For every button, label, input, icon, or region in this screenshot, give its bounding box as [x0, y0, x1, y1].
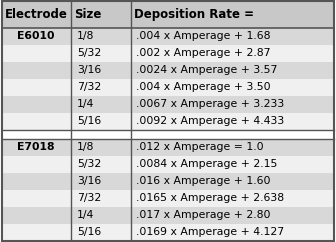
Text: 5/16: 5/16: [77, 116, 101, 127]
Text: .0092 x Amperage + 4.433: .0092 x Amperage + 4.433: [136, 116, 284, 127]
Bar: [2, 1, 334, 28]
Bar: [2, 45, 334, 62]
Bar: [2, 190, 334, 207]
Text: 1/8: 1/8: [77, 31, 95, 41]
Text: .0067 x Amperage + 3.233: .0067 x Amperage + 3.233: [136, 99, 284, 109]
Text: .0169 x Amperage + 4.127: .0169 x Amperage + 4.127: [136, 227, 284, 237]
Bar: [2, 130, 334, 139]
Bar: [2, 139, 334, 156]
Bar: [2, 113, 334, 130]
Bar: [2, 207, 334, 224]
Text: 1/8: 1/8: [77, 142, 95, 152]
Bar: [2, 156, 334, 173]
Text: 1/4: 1/4: [77, 99, 95, 109]
Text: 5/32: 5/32: [77, 48, 101, 59]
Text: 3/16: 3/16: [77, 66, 101, 76]
Text: 3/16: 3/16: [77, 176, 101, 186]
Text: .0024 x Amperage + 3.57: .0024 x Amperage + 3.57: [136, 66, 278, 76]
Text: E7018: E7018: [17, 142, 55, 152]
Text: 1/4: 1/4: [77, 210, 95, 220]
Text: 5/16: 5/16: [77, 227, 101, 237]
Bar: [2, 224, 334, 241]
Text: E6010: E6010: [17, 31, 55, 41]
Text: Deposition Rate =: Deposition Rate =: [134, 8, 254, 21]
Text: .0165 x Amperage + 2.638: .0165 x Amperage + 2.638: [136, 193, 284, 203]
Text: .016 x Amperage + 1.60: .016 x Amperage + 1.60: [136, 176, 270, 186]
Bar: [2, 173, 334, 190]
Text: .0084 x Amperage + 2.15: .0084 x Amperage + 2.15: [136, 159, 278, 169]
Bar: [2, 28, 334, 45]
Text: 7/32: 7/32: [77, 83, 101, 92]
Text: 5/32: 5/32: [77, 159, 101, 169]
Text: Size: Size: [74, 8, 101, 21]
Bar: [2, 79, 334, 96]
Bar: [2, 62, 334, 79]
Text: .004 x Amperage + 1.68: .004 x Amperage + 1.68: [136, 31, 270, 41]
Text: .017 x Amperage + 2.80: .017 x Amperage + 2.80: [136, 210, 270, 220]
Text: .002 x Amperage + 2.87: .002 x Amperage + 2.87: [136, 48, 270, 59]
Text: .012 x Amperage = 1.0: .012 x Amperage = 1.0: [136, 142, 264, 152]
Text: 7/32: 7/32: [77, 193, 101, 203]
Text: Electrode: Electrode: [4, 8, 68, 21]
Text: .004 x Amperage + 3.50: .004 x Amperage + 3.50: [136, 83, 271, 92]
Bar: [2, 96, 334, 113]
